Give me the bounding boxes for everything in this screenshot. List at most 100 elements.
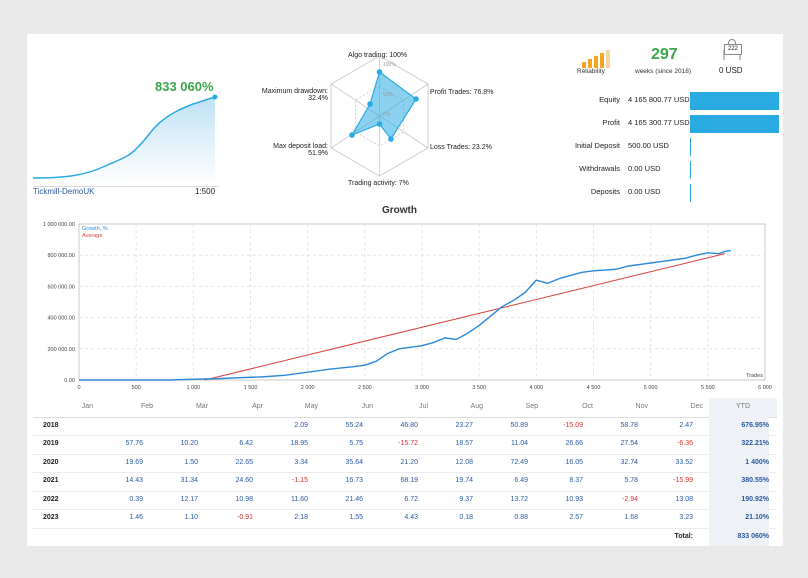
- stat-row-withdrawals: Withdrawals 0.00 USD: [542, 161, 782, 179]
- stat-value: 4 165 800.77 USD: [628, 95, 690, 104]
- table-row-divider: [33, 509, 777, 510]
- month-cell: 4.43: [404, 514, 418, 521]
- month-cell: 2.18: [294, 514, 308, 521]
- month-cell: 6.42: [239, 440, 253, 447]
- month-cell: [198, 417, 253, 436]
- month-cell: 1.50: [184, 458, 198, 466]
- month-cell: 58.78: [620, 421, 638, 429]
- header-nov: Nov: [635, 403, 648, 410]
- month-cell: -15.72: [398, 440, 418, 447]
- y-tick-label: 600 000.00: [47, 284, 75, 290]
- header-jun: Jun: [361, 403, 373, 410]
- radar-label-profit: Profit Trades: 76.8%: [430, 89, 494, 96]
- radar-deposit-load-title: Max deposit load:: [273, 143, 328, 150]
- x-tick-label: 500: [132, 385, 141, 391]
- x-tick-label: 3 500: [472, 385, 486, 391]
- table-row-year: 2022: [43, 495, 59, 503]
- month-cell: 22.65: [235, 458, 253, 466]
- month-cell: 10.20: [180, 440, 198, 447]
- month-cell: 35.64: [345, 458, 363, 466]
- table-row-divider: [33, 472, 777, 473]
- radar-ring-100: 100%: [383, 62, 396, 68]
- month-cell: -15.99: [673, 477, 693, 484]
- table-row-year: 2019: [43, 440, 59, 447]
- radar-drawdown-value: 32.4%: [308, 95, 328, 102]
- stat-bar: [690, 161, 691, 179]
- header-jul: Jul: [419, 403, 428, 410]
- month-cell: 10.93: [565, 495, 583, 503]
- month-cell: 3.23: [679, 514, 693, 521]
- month-cell: -2.94: [622, 495, 638, 503]
- stat-label: Equity: [599, 95, 620, 104]
- month-cell: 55.24: [345, 421, 363, 429]
- stat-value: 0.00 USD: [628, 187, 661, 196]
- stat-label: Profit: [602, 118, 620, 127]
- header-ytd: YTD: [709, 398, 777, 417]
- signal-card: 833 060% Tickmill-DemoUK 1:500 100% 50% …: [27, 34, 783, 546]
- radar-deposit-load-value: 51.9%: [308, 150, 328, 157]
- stat-row-equity: Equity 4 165 800.77 USD: [542, 92, 782, 110]
- table-row-divider: [33, 490, 777, 492]
- header-oct: Oct: [582, 403, 593, 410]
- x-tick-label: 3 000: [415, 385, 429, 391]
- subscribers-count: 222: [724, 44, 742, 55]
- total-value: 833 060%: [709, 527, 769, 546]
- radar-label-loss: Loss Trades: 23.2%: [430, 144, 492, 151]
- average-series-line: [204, 253, 726, 381]
- weeks-label: weeks (since 2018): [635, 68, 691, 75]
- month-cell: -6.36: [677, 440, 693, 447]
- header-aug: Aug: [470, 403, 483, 410]
- month-cell: 1.68: [624, 514, 638, 521]
- x-axis-label: Trades: [746, 373, 763, 379]
- growth-series-line: [79, 249, 731, 381]
- x-tick-label: 1 000: [186, 385, 200, 391]
- month-cell: 19.74: [455, 477, 473, 484]
- month-cell: 11.04: [511, 440, 528, 447]
- month-cell: 57.76: [125, 440, 143, 447]
- month-cell: 5.78: [624, 477, 638, 484]
- stat-value: 500.00 USD: [628, 141, 669, 150]
- y-tick-label: 800 000.00: [47, 253, 75, 259]
- x-tick-label: 2 000: [301, 385, 315, 391]
- header-may: May: [304, 403, 318, 410]
- month-cell: 3.34: [294, 458, 308, 466]
- stat-row-profit: Profit 4 165 300.77 USD: [542, 115, 782, 133]
- month-cell: 27.54: [620, 440, 638, 447]
- stat-row-initial-deposit: Initial Deposit 500.00 USD: [542, 138, 782, 156]
- ytd-cell: 322.21%: [709, 435, 769, 454]
- ytd-cell: 676.95%: [709, 416, 769, 435]
- stat-bar: [690, 115, 779, 133]
- month-cell: 5.75: [349, 440, 363, 447]
- radar-drawdown-title: Maximum drawdown:: [261, 88, 328, 95]
- month-cell: 21.20: [400, 458, 418, 466]
- y-tick-label: 400 000.00: [47, 316, 75, 322]
- month-cell: 12.08: [455, 458, 473, 466]
- stat-label: Deposits: [590, 187, 620, 196]
- month-cell: 6.72: [404, 495, 418, 503]
- radar-polygon: [350, 71, 417, 141]
- radar-label-deposit-load: Max deposit load: 51.9%: [232, 143, 328, 157]
- month-cell: 18.57: [455, 440, 473, 447]
- account-server[interactable]: Tickmill-DemoUK: [33, 187, 95, 196]
- month-cell: 6.49: [514, 477, 528, 484]
- month-cell: -0.91: [237, 514, 253, 521]
- mini-chart-divider: [33, 186, 219, 187]
- stat-bar: [690, 184, 691, 202]
- month-cell: 9.37: [459, 495, 473, 503]
- mini-growth-endpoint: [212, 94, 218, 100]
- header-sep: Sep: [525, 403, 538, 410]
- radar-label-drawdown: Maximum drawdown: 32.4%: [232, 88, 328, 102]
- stat-label: Withdrawals: [579, 164, 620, 173]
- stat-value: 0.00 USD: [628, 164, 661, 173]
- x-tick-label: 5 000: [644, 385, 658, 391]
- month-cell: 26.66: [565, 440, 583, 447]
- legend-entry: Average: [82, 233, 102, 239]
- x-tick-label: 4 000: [529, 385, 543, 391]
- header-mar: Mar: [195, 403, 208, 410]
- table-row-divider: [33, 527, 777, 529]
- month-cell: 1.46: [129, 514, 143, 521]
- stat-bar: [690, 138, 691, 156]
- table-row-year: 2020: [43, 458, 59, 466]
- month-cell: 0.88: [514, 514, 528, 521]
- month-cell: 72.49: [510, 458, 528, 466]
